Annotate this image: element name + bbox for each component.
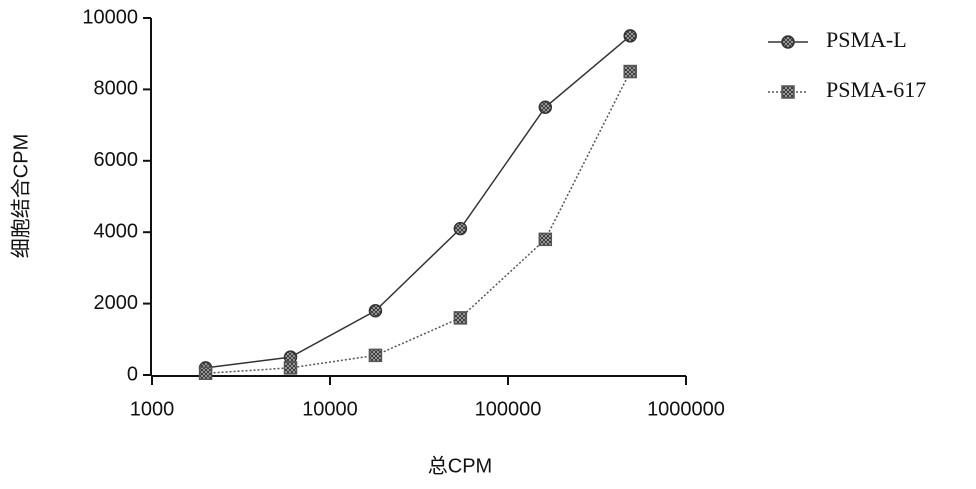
marker	[454, 223, 466, 235]
marker	[369, 305, 381, 317]
marker	[539, 101, 551, 113]
series-line	[206, 36, 631, 368]
x-tick-label: 1000	[130, 398, 175, 420]
series-line	[206, 72, 631, 374]
legend-marker	[782, 36, 794, 48]
x-tick-label: 10000	[302, 398, 358, 420]
y-tick-label: 8000	[94, 78, 139, 100]
marker	[539, 233, 551, 245]
y-axis-label: 细胞结合CPM	[9, 134, 32, 258]
legend-label: PSMA-617	[826, 77, 926, 102]
marker	[369, 349, 381, 361]
marker	[454, 312, 466, 324]
y-tick-label: 10000	[82, 6, 138, 28]
y-tick-label: 6000	[94, 149, 139, 171]
x-tick-label: 1000000	[647, 398, 725, 420]
marker	[624, 66, 636, 78]
marker	[200, 367, 212, 379]
marker	[624, 30, 636, 42]
y-tick-label: 0	[127, 363, 138, 385]
x-axis-label: 总CPM	[428, 454, 492, 477]
chart: 总CPM 细胞结合CPM 0 2000 4000 6000 8000 10000 1000 1…	[0, 0, 976, 489]
x-tick-label: 100000	[475, 398, 542, 420]
legend-marker	[782, 86, 794, 98]
marker	[285, 362, 297, 374]
y-tick-label: 2000	[94, 292, 139, 314]
legend-label: PSMA-L	[826, 27, 907, 52]
y-tick-label: 4000	[94, 220, 139, 242]
